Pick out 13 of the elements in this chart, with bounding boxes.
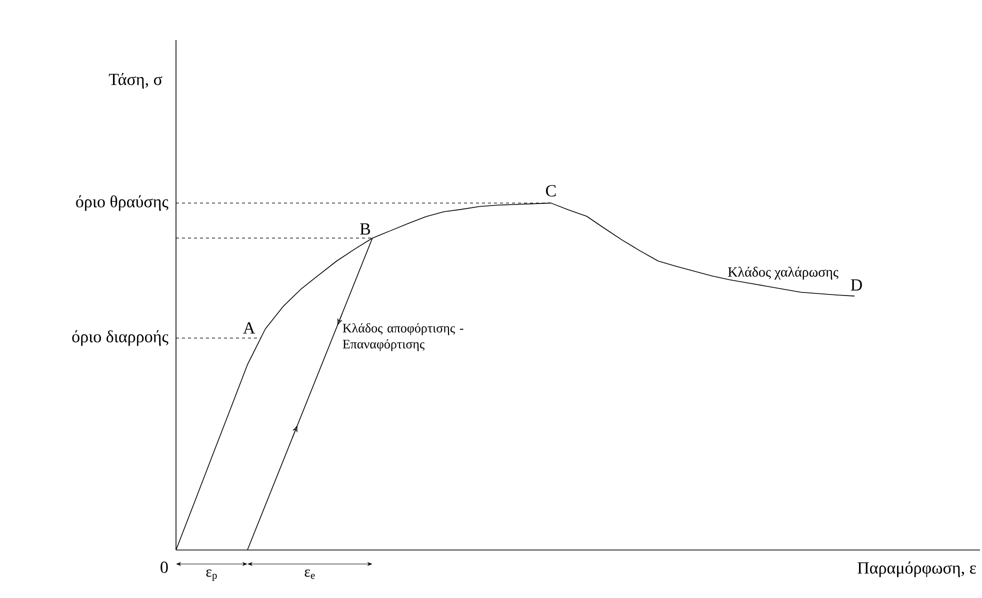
text: Τάση, σ: [108, 73, 162, 89]
annotation: A: [243, 322, 256, 334]
ref-line-label: όριο διαρροής: [72, 330, 168, 346]
annotation: D: [850, 279, 862, 291]
text: ε$_{p}$: [206, 570, 217, 581]
annotation: Κλάδος αποφόρτισης -Επαναφόρτισης: [342, 323, 464, 352]
x-axis-title: Παραμόρφωση, ε: [858, 562, 976, 578]
ref-line-label: όριο θραύσης: [76, 195, 168, 211]
text: ε$_{e}$: [304, 570, 315, 579]
annotation: B: [360, 223, 370, 235]
text: 0: [160, 562, 168, 574]
annotation: Κλάδος χαλάρωσης: [728, 266, 838, 280]
text: C: [546, 185, 556, 197]
